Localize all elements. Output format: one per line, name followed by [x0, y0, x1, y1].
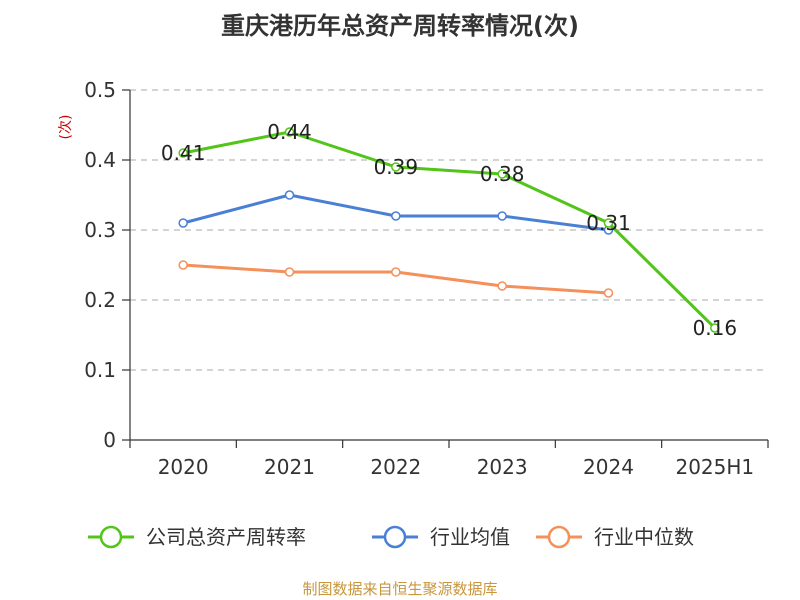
data-point[interactable]: [497, 281, 507, 291]
y-tick-label: 0.4: [84, 148, 116, 172]
data-label: 0.39: [374, 155, 419, 179]
x-tick-label: 2023: [477, 455, 528, 479]
chart-title: 重庆港历年总资产周转率情况(次): [221, 12, 579, 40]
legend-label[interactable]: 行业中位数: [594, 525, 694, 549]
data-point[interactable]: [603, 288, 614, 298]
legend-label[interactable]: 行业均值: [430, 525, 510, 549]
x-tick-label: 2025H1: [675, 455, 754, 479]
data-point[interactable]: [497, 211, 507, 221]
data-point[interactable]: [391, 267, 401, 277]
data-label: 0.38: [480, 162, 525, 186]
data-point[interactable]: [391, 211, 401, 221]
data-point[interactable]: [497, 169, 507, 179]
data-point[interactable]: [710, 323, 720, 333]
data-point[interactable]: [284, 127, 295, 137]
source-note: 制图数据来自恒生聚源数据库: [302, 580, 497, 598]
data-point[interactable]: [178, 260, 188, 270]
x-tick-label: 2024: [583, 455, 634, 479]
legend-marker: [383, 525, 407, 549]
data-point[interactable]: [603, 218, 614, 228]
data-point[interactable]: [178, 148, 188, 158]
data-point[interactable]: [178, 218, 188, 228]
data-point[interactable]: [284, 190, 295, 200]
y-tick-label: 0.2: [84, 288, 116, 312]
data-label: 0.41: [161, 141, 206, 165]
data-point[interactable]: [284, 267, 295, 277]
data-label: 0.44: [267, 120, 312, 144]
x-tick-label: 2021: [264, 455, 315, 479]
legend-label[interactable]: 公司总资产周转率: [146, 525, 306, 549]
legend-marker: [547, 525, 571, 549]
grid-lines: [130, 89, 768, 371]
data-label: 0.31: [586, 211, 631, 235]
x-tick-label: 2022: [370, 455, 421, 479]
axes: 0 0.1 0.2 0.3 0.4 0.5 2020 2021 2022 2023 2024 2025…: [84, 78, 769, 479]
legend-marker: [99, 525, 123, 549]
y-tick-label: 0: [103, 428, 116, 452]
series-group: 0.41 0.44 0.39 0.38 0.31 0.16: [161, 120, 737, 340]
y-tick-label: 0.5: [84, 78, 116, 102]
data-label: 0.16: [693, 316, 738, 340]
data-point[interactable]: [391, 162, 401, 172]
legend[interactable]: 公司总资产周转率 行业均值 行业中位数: [88, 525, 694, 549]
y-axis-unit: (次): [58, 115, 74, 140]
y-tick-label: 0.1: [84, 358, 116, 382]
x-tick-label: 2020: [158, 455, 209, 479]
y-tick-label: 0.3: [84, 218, 116, 242]
series-line-0: [182, 130, 716, 330]
